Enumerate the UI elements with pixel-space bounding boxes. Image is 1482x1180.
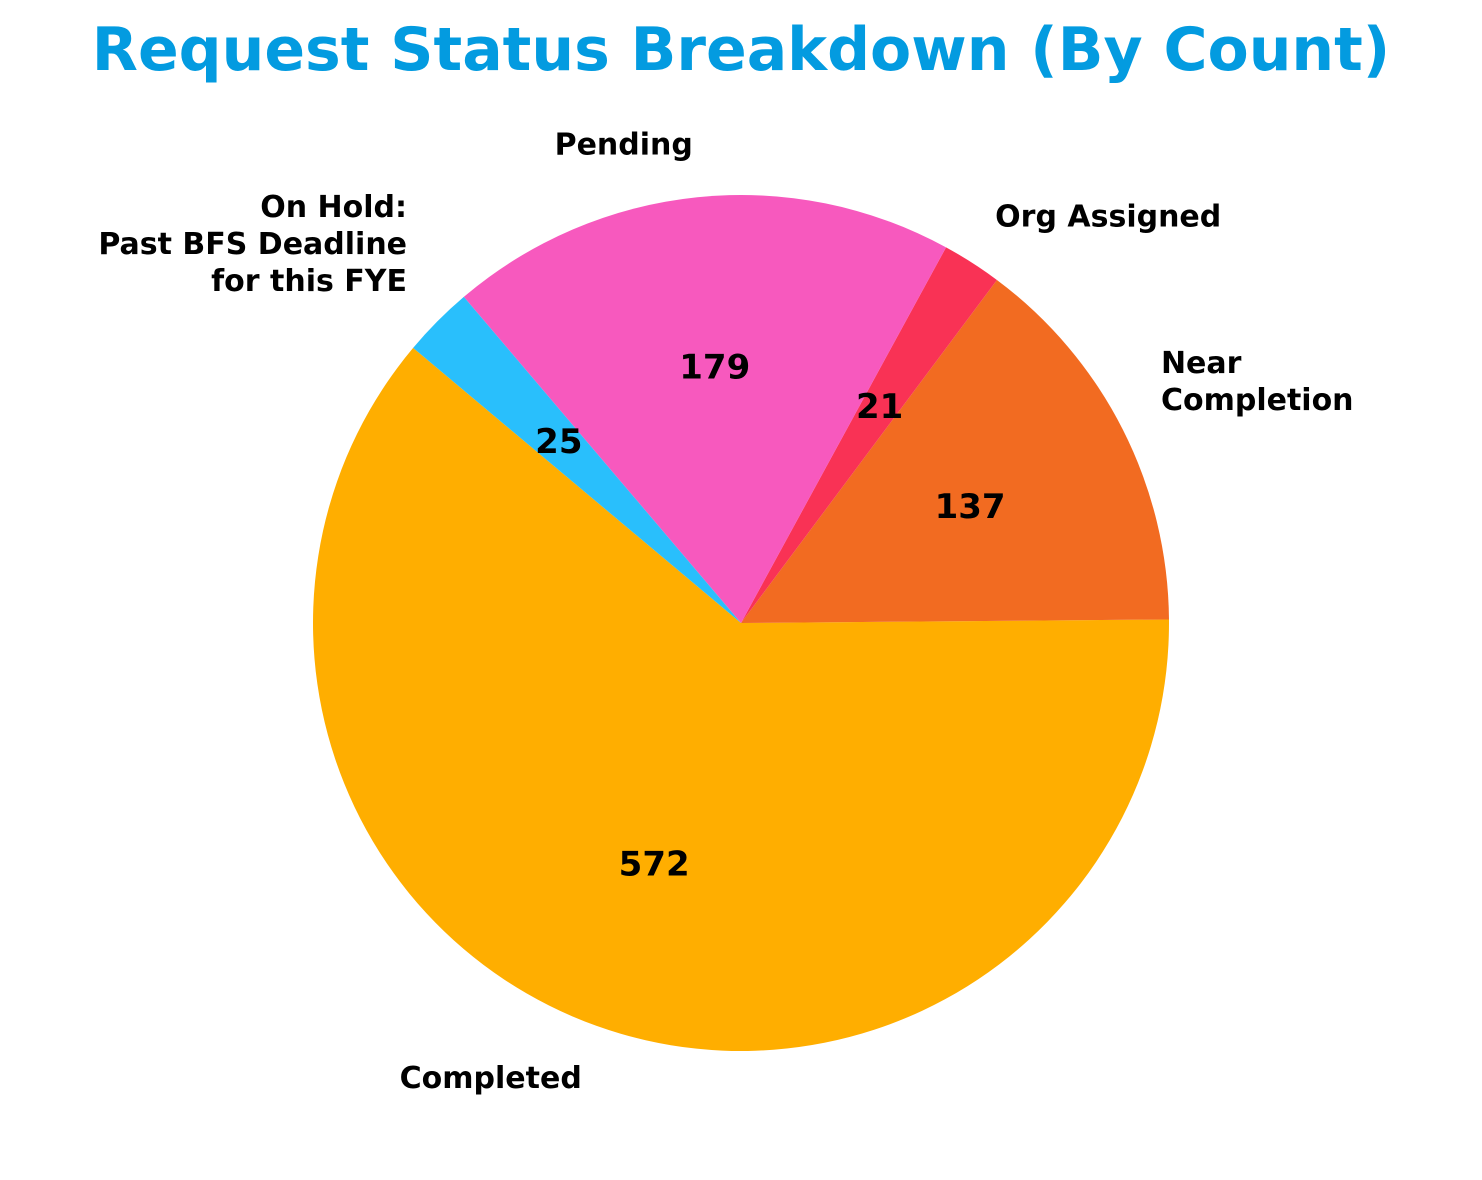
value-label-near-completion: 137 — [935, 487, 1006, 527]
value-label-completed: 572 — [619, 845, 690, 885]
value-label-org-assigned: 21 — [856, 387, 903, 427]
slice-label-near-completion: Near Completion — [1161, 346, 1354, 418]
pie-slice-pending — [463, 195, 947, 624]
pie-slice-completed — [312, 347, 1169, 1052]
value-label-pending: 179 — [679, 348, 750, 388]
pie-slice-org-assigned — [741, 247, 997, 623]
slice-label-org-assigned: Org Assigned — [995, 200, 1221, 235]
pie-slice-on-hold-past-bfs-deadline-for-this-fye — [413, 296, 741, 623]
value-label-on-hold-past-bfs-deadline-for-this-fye: 25 — [535, 422, 582, 462]
slice-label-on-hold-past-bfs-deadline-for-this-fye: On Hold: Past BFS Deadline for this FYE — [98, 190, 407, 299]
chart-title: Request Status Breakdown (By Count) — [91, 15, 1391, 85]
pie-slice-near-completion — [741, 279, 1169, 623]
slice-label-pending: Pending — [555, 128, 693, 163]
slice-label-completed: Completed — [400, 1061, 582, 1096]
